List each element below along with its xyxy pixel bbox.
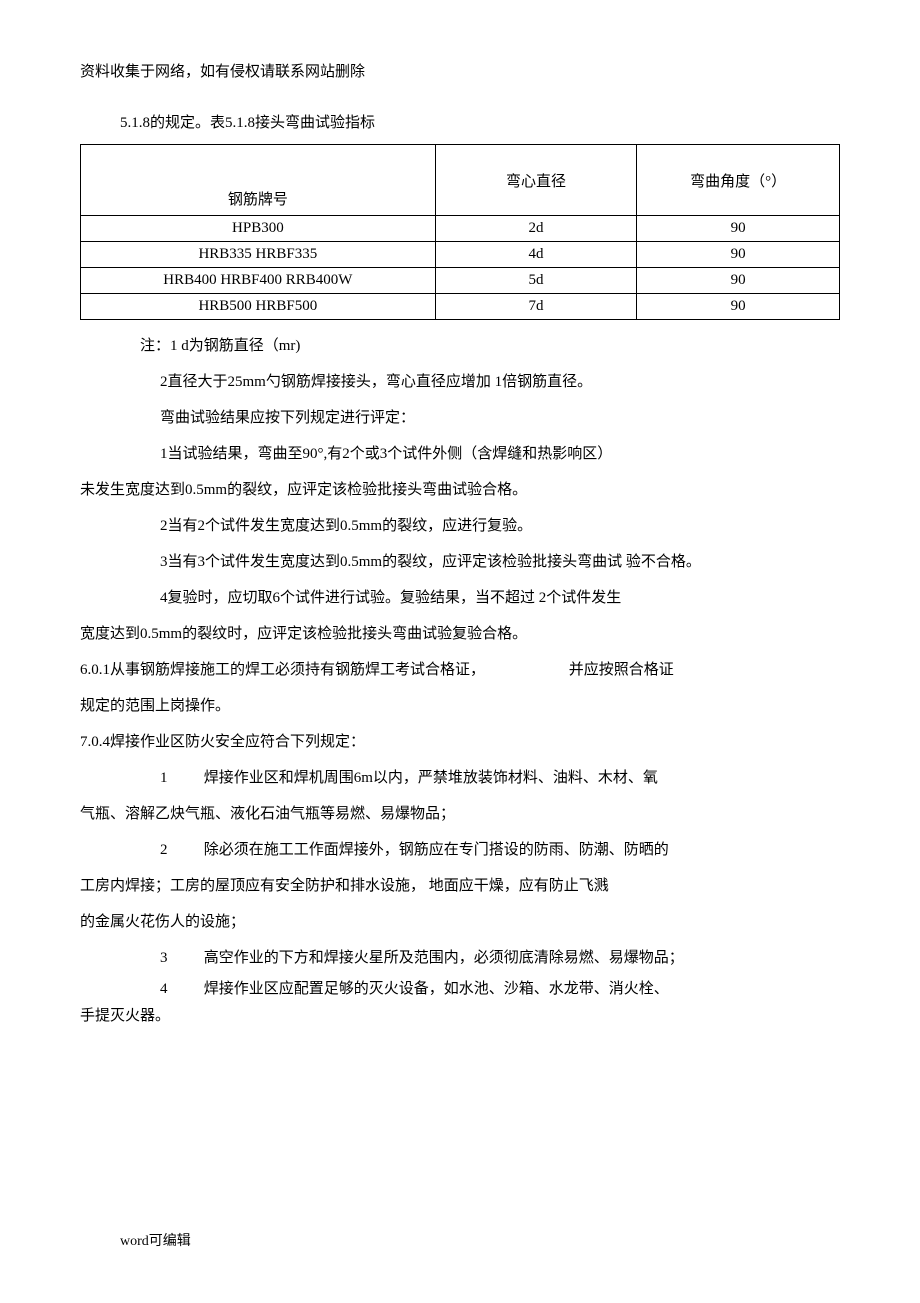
p601: 6.0.1从事钢筋焊接施工的焊工必须持有钢筋焊工考试合格证， 并应按照合格证 xyxy=(80,652,840,688)
note-8: 4复验时，应切取6个试件进行试验。复验结果，当不超过 2个试件发生 xyxy=(80,580,840,616)
p601-a: 6.0.1从事钢筋焊接施工的焊工必须持有钢筋焊工考试合格证， xyxy=(80,662,485,678)
item-1: 1 焊接作业区和焊机周围6m以内，严禁堆放装饰材料、油料、木材、氧 xyxy=(80,760,840,796)
col-grade: 钢筋牌号 xyxy=(81,145,436,216)
item-1b: 气瓶、溶解乙炔气瓶、液化石油气瓶等易燃、易爆物品； xyxy=(80,796,840,832)
header-note: 资料收集于网络，如有侵权请联系网站删除 xyxy=(80,60,840,81)
item-3-num: 3 xyxy=(160,940,200,976)
table-row: HPB300 2d 90 xyxy=(81,216,840,242)
cell: 7d xyxy=(435,294,636,320)
note-7: 3当有3个试件发生宽度达到0.5mm的裂纹，应评定该检验批接头弯曲试 验不合格。 xyxy=(80,544,840,580)
table-row: HRB500 HRBF500 7d 90 xyxy=(81,294,840,320)
bend-test-table: 钢筋牌号 弯心直径 弯曲角度（°） HPB300 2d 90 HRB335 HR… xyxy=(80,144,840,320)
table-row: HRB400 HRBF400 RRB400W 5d 90 xyxy=(81,268,840,294)
p704: 7.0.4焊接作业区防火安全应符合下列规定： xyxy=(80,724,840,760)
cell: HPB300 xyxy=(81,216,436,242)
item-3-text: 高空作业的下方和焊接火星所及范围内，必须彻底清除易燃、易爆物品； xyxy=(204,950,684,966)
note-5: 未发生宽度达到0.5mm的裂纹，应评定该检验批接头弯曲试验合格。 xyxy=(80,472,840,508)
note-4: 1当试验结果，弯曲至90°,有2个或3个试件外侧（含焊缝和热影响区） xyxy=(80,436,840,472)
table-row: HRB335 HRBF335 4d 90 xyxy=(81,242,840,268)
table-intro: 5.1.8的规定。表5.1.8接头弯曲试验指标 xyxy=(80,111,840,132)
table-header-row: 钢筋牌号 弯心直径 弯曲角度（°） xyxy=(81,145,840,216)
item-4: 4 焊接作业区应配置足够的灭火设备，如水池、沙箱、水龙带、消火栓、 xyxy=(80,976,840,1003)
col-diameter: 弯心直径 xyxy=(435,145,636,216)
cell: HRB335 HRBF335 xyxy=(81,242,436,268)
item-4b: 手提灭火器。 xyxy=(80,1003,840,1030)
cell: HRB500 HRBF500 xyxy=(81,294,436,320)
cell: 90 xyxy=(637,268,840,294)
p601-b: 并应按照合格证 xyxy=(569,652,674,688)
cell: 2d xyxy=(435,216,636,242)
col-angle: 弯曲角度（°） xyxy=(637,145,840,216)
item-1-text: 焊接作业区和焊机周围6m以内，严禁堆放装饰材料、油料、木材、氧 xyxy=(204,770,658,786)
p601-c: 规定的范围上岗操作。 xyxy=(80,688,840,724)
document-page: 资料收集于网络，如有侵权请联系网站删除 5.1.8的规定。表5.1.8接头弯曲试… xyxy=(0,0,920,1290)
note-3: 弯曲试验结果应按下列规定进行评定： xyxy=(80,400,840,436)
item-2: 2 除必须在施工工作面焊接外，钢筋应在专门搭设的防雨、防潮、防晒的 xyxy=(80,832,840,868)
cell: 90 xyxy=(637,242,840,268)
note-6: 2当有2个试件发生宽度达到0.5mm的裂纹，应进行复验。 xyxy=(80,508,840,544)
item-3: 3 高空作业的下方和焊接火星所及范围内，必须彻底清除易燃、易爆物品； xyxy=(80,940,840,976)
note-9: 宽度达到0.5mm的裂纹时，应评定该检验批接头弯曲试验复验合格。 xyxy=(80,616,840,652)
footer: word可编辑 xyxy=(80,1230,840,1250)
item-2b: 工房内焊接；工房的屋顶应有安全防护和排水设施， 地面应干燥，应有防止飞溅 xyxy=(80,868,840,904)
note-1: 注：1 d为钢筋直径（mr) xyxy=(80,328,840,364)
cell: HRB400 HRBF400 RRB400W xyxy=(81,268,436,294)
cell: 4d xyxy=(435,242,636,268)
item-4-text: 焊接作业区应配置足够的灭火设备，如水池、沙箱、水龙带、消火栓、 xyxy=(204,981,669,997)
item-2-text: 除必须在施工工作面焊接外，钢筋应在专门搭设的防雨、防潮、防晒的 xyxy=(204,842,669,858)
cell: 90 xyxy=(637,294,840,320)
cell: 5d xyxy=(435,268,636,294)
item-1-num: 1 xyxy=(160,760,200,796)
cell: 90 xyxy=(637,216,840,242)
note-2: 2直径大于25mm勺钢筋焊接接头，弯心直径应增加 1倍钢筋直径。 xyxy=(80,364,840,400)
item-4-num: 4 xyxy=(160,976,200,1003)
item-2c: 的金属火花伤人的设施； xyxy=(80,904,840,940)
item-2-num: 2 xyxy=(160,832,200,868)
